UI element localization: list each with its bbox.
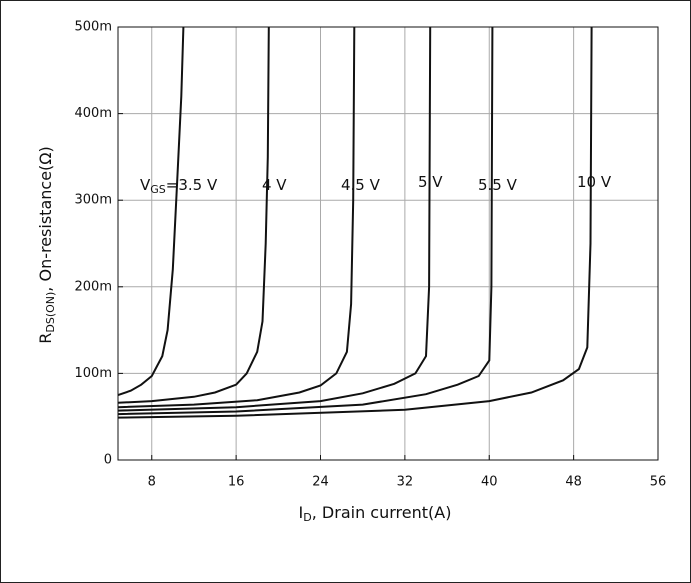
label-prefix: V [140,176,151,194]
y-tick-label: 300m [75,193,112,208]
label-name: 5 V [418,173,443,191]
x-tick-label: 48 [565,475,582,490]
x-tick-label: 56 [650,475,667,490]
y-tick-label: 500m [75,20,112,35]
curve [117,26,270,404]
curve [117,26,185,397]
label-sub: GS [150,183,166,196]
curve-label: 4.5 V [341,176,381,194]
x-tick-label: 8 [148,475,156,490]
y-tick-label: 0 [104,453,112,468]
curve-label: VGS=3.5 V [140,176,218,197]
curve-label: 5 V [418,173,443,191]
curve [117,26,593,419]
curve [117,26,356,409]
label-name: 4 V [262,176,287,194]
label-name: 10 V [577,173,612,191]
x-tick-label: 16 [228,475,245,490]
label-name: =3.5 V [166,176,218,194]
curve-label: 5.5 V [478,176,518,194]
curve [117,26,494,416]
y-tick-label: 100m [75,366,112,381]
x-tick-label: 32 [397,475,414,490]
curve-label: 4 V [262,176,287,194]
label-name: 5.5 V [478,176,518,194]
plot-border [117,26,659,461]
label-name: 4.5 V [341,176,381,194]
y-tick-label: 400m [75,106,112,121]
x-axis-label: ID, Drain current(A) [299,503,452,525]
y-tick-label: 200m [75,279,112,294]
curve-label: 10 V [577,173,612,191]
x-tick-label: 40 [481,475,498,490]
curve [117,26,432,412]
y-axis-label: RDS(ON), On-resistance(Ω) [36,146,58,344]
x-tick-label: 24 [312,475,329,490]
